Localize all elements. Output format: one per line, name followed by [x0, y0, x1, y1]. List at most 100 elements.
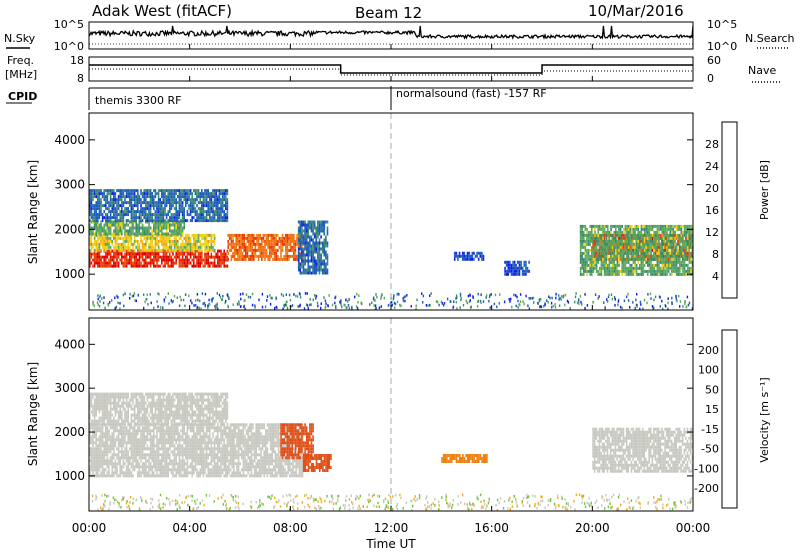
power-cell [626, 245, 628, 249]
power-cell [651, 233, 654, 237]
power-cell [635, 233, 638, 237]
power-cell [124, 207, 126, 211]
power-cell [592, 236, 595, 240]
power-ground-cell [157, 292, 159, 295]
power-cell [608, 257, 610, 261]
power-cell [587, 236, 590, 240]
power-cell [157, 204, 160, 208]
power-cell [315, 244, 318, 248]
power-cell [269, 248, 271, 252]
power-ground-cell [567, 301, 570, 304]
power-cell [177, 252, 179, 256]
power-cell [592, 254, 594, 258]
power-ground-cell [324, 299, 327, 302]
power-cell [103, 192, 105, 196]
power-cell [197, 261, 200, 265]
power-cell [273, 233, 276, 237]
power-cell [642, 224, 644, 228]
power-ground-cell [455, 297, 457, 300]
power-cell [297, 226, 300, 230]
velocity-cell [121, 450, 123, 454]
power-cell [634, 269, 636, 273]
power-cell [581, 263, 583, 267]
power-cell [220, 192, 222, 196]
velocity-cell [108, 471, 110, 475]
power-cell [309, 235, 311, 239]
power-cell [132, 192, 134, 196]
power-cell [124, 248, 126, 252]
power-cell [130, 192, 133, 196]
power-cell [307, 226, 310, 230]
velocity-cell [116, 438, 118, 442]
power-cell [117, 198, 120, 202]
power-cell [634, 260, 636, 264]
power-cell [645, 236, 647, 240]
power-cell [226, 198, 229, 202]
power-cell [210, 204, 213, 208]
power-cell [119, 195, 121, 199]
power-cell [323, 250, 326, 254]
power-cell [647, 254, 649, 258]
power-cell [651, 239, 654, 243]
power-cell [191, 198, 193, 202]
power-cell [587, 254, 590, 258]
velocity-cell [108, 438, 110, 442]
power-ground-cell [613, 296, 616, 299]
power-cell [185, 264, 187, 268]
power-cell [129, 201, 131, 205]
power-cell [326, 268, 329, 272]
power-cell [645, 260, 647, 264]
power-cell [97, 226, 99, 230]
power-cell [643, 269, 646, 273]
velocity-cell [105, 450, 107, 454]
power-cell [288, 233, 290, 237]
power-cell [172, 204, 174, 208]
power-cell [124, 242, 126, 246]
power-cell [116, 249, 118, 253]
power-cell [525, 272, 527, 276]
power-cell [181, 201, 184, 205]
power-cell [688, 257, 691, 261]
power-cell [204, 233, 206, 237]
velocity-cell [105, 426, 107, 430]
power-ground-cell [653, 298, 655, 302]
power-cell [675, 224, 678, 228]
velocity-cell [130, 474, 133, 478]
power-cell [121, 258, 123, 262]
power-cell [117, 201, 120, 205]
power-cell [180, 189, 182, 193]
power-cell [624, 248, 627, 252]
power-ground-cell [610, 293, 613, 296]
power-cell [310, 226, 313, 230]
power-cell [607, 254, 609, 258]
power-cell [597, 251, 599, 255]
power-cell [135, 258, 137, 262]
power-cell [90, 210, 93, 214]
power-cell [183, 189, 185, 193]
power-cell [153, 189, 155, 193]
power-cell [613, 239, 615, 243]
power-cell [463, 254, 466, 258]
power-cell [677, 224, 679, 228]
power-cell [108, 201, 110, 205]
power-cell [297, 236, 300, 240]
power-cell [109, 255, 112, 259]
power-cell [98, 223, 101, 227]
power-cell [156, 204, 158, 208]
power-cell [623, 263, 625, 267]
power-cell [626, 227, 628, 231]
power-cell [223, 264, 225, 268]
velocity-cell [105, 474, 107, 478]
power-cell [605, 224, 607, 228]
power-cell [301, 220, 303, 224]
power-cell [125, 207, 128, 211]
power-cell [656, 242, 659, 246]
power-cell [181, 207, 184, 211]
power-cell [132, 242, 134, 246]
power-cell [196, 258, 198, 262]
power-cell [98, 252, 101, 256]
velocity-cell [90, 438, 93, 442]
power-cell [98, 255, 101, 259]
power-cell [664, 269, 667, 273]
power-ground-cell [532, 296, 535, 300]
